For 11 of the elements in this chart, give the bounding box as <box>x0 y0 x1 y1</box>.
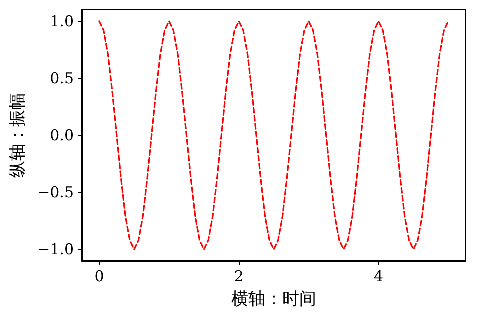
x-tick-label: 4 <box>374 268 384 286</box>
y-tick-label: 1.0 <box>50 12 74 30</box>
y-tick-label: 0.5 <box>50 69 74 88</box>
x-tick-label: 0 <box>94 268 104 286</box>
y-tick-label: −1.0 <box>38 240 74 259</box>
x-tick-label: 2 <box>234 268 244 286</box>
x-axis-title: 横轴：时间 <box>232 290 316 310</box>
y-tick-label: 0.0 <box>50 126 74 144</box>
line-series <box>98 20 450 250</box>
y-tick-label: −0.5 <box>38 184 74 202</box>
y-axis-title: 纵轴：振幅 <box>8 93 28 178</box>
